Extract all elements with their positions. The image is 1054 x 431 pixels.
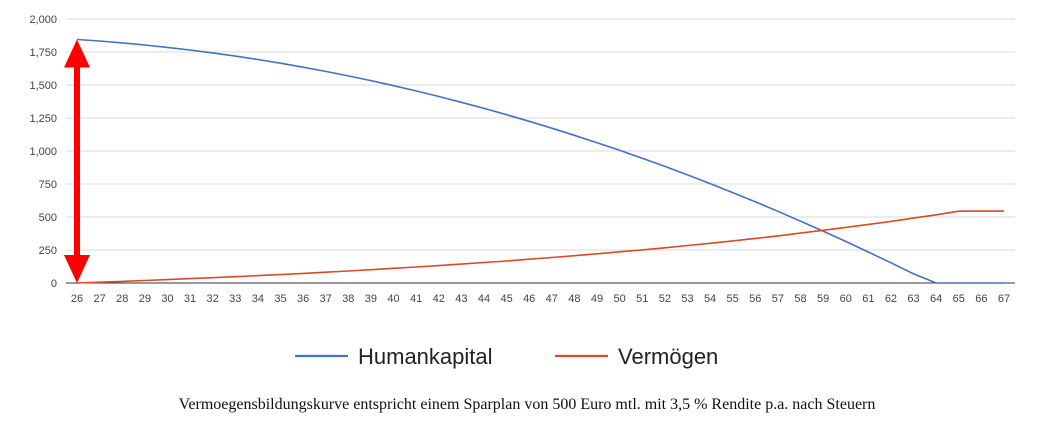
x-tick-label: 32 (207, 293, 219, 305)
x-tick-label: 26 (71, 293, 83, 305)
x-tick-label: 38 (342, 293, 354, 305)
x-tick-label: 58 (794, 293, 806, 305)
annotations (64, 39, 90, 283)
red-arrow-head-down (64, 255, 90, 283)
x-tick-label: 61 (862, 293, 874, 305)
legend-label: Humankapital (358, 344, 493, 369)
x-tick-label: 53 (681, 293, 693, 305)
y-tick-label: 750 (39, 179, 57, 191)
line-chart: 0 250 500 750 1,000 1,250 1,500 1,750 2,000 26 27… (29, 14, 1015, 369)
x-tick-label: 31 (184, 293, 196, 305)
x-tick-label: 65 (953, 293, 965, 305)
x-tick-label: 29 (139, 293, 151, 305)
x-tick-label: 57 (772, 293, 784, 305)
x-tick-label: 39 (365, 293, 377, 305)
y-tick-label: 1,750 (29, 47, 57, 59)
red-arrow-shaft (74, 65, 80, 258)
x-tick-label: 46 (523, 293, 535, 305)
x-tick-label: 30 (161, 293, 173, 305)
x-tick-label: 37 (320, 293, 332, 305)
x-tick-label: 64 (930, 293, 942, 305)
x-tick-label: 45 (500, 293, 512, 305)
chart-caption: Vermoegensbildungskurve entspricht einem… (178, 396, 876, 413)
x-tick-label: 48 (568, 293, 580, 305)
x-tick-label: 35 (274, 293, 286, 305)
x-tick-label: 36 (297, 293, 309, 305)
x-tick-label: 67 (998, 293, 1010, 305)
x-tick-label: 28 (116, 293, 128, 305)
x-axis-ticks: 26 27 28 29 30 31 32 33 34 35 36 37 38 39 40 41 42 43 44 45… (71, 293, 1010, 305)
x-tick-label: 63 (907, 293, 919, 305)
x-tick-label: 44 (478, 293, 490, 305)
y-tick-label: 250 (39, 245, 57, 257)
y-tick-label: 1,000 (29, 146, 57, 158)
x-tick-label: 41 (410, 293, 422, 305)
x-tick-label: 49 (591, 293, 603, 305)
x-tick-label: 62 (885, 293, 897, 305)
x-tick-label: 52 (659, 293, 671, 305)
x-tick-label: 51 (636, 293, 648, 305)
legend-label: Vermögen (618, 344, 718, 369)
x-tick-label: 42 (433, 293, 445, 305)
x-tick-label: 60 (840, 293, 852, 305)
x-tick-label: 55 (727, 293, 739, 305)
y-tick-label: 1,500 (29, 80, 57, 92)
series-line-verm-gen (76, 210, 1004, 284)
series-line-humankapital (76, 38, 1004, 284)
series-lines (76, 38, 1004, 284)
x-tick-label: 54 (704, 293, 716, 305)
x-tick-label: 40 (387, 293, 399, 305)
x-tick-label: 34 (252, 293, 264, 305)
y-tick-label: 1,250 (29, 113, 57, 125)
gridlines (66, 18, 1015, 284)
x-tick-label: 33 (229, 293, 241, 305)
x-tick-label: 47 (546, 293, 558, 305)
x-tick-label: 50 (614, 293, 626, 305)
x-tick-label: 43 (455, 293, 467, 305)
x-tick-label: 66 (975, 293, 987, 305)
y-tick-label: 0 (51, 278, 57, 290)
x-tick-label: 56 (749, 293, 761, 305)
x-tick-label: 59 (817, 293, 829, 305)
red-arrow-head-up (64, 39, 90, 68)
y-tick-label: 500 (39, 212, 57, 224)
y-axis-ticks: 0 250 500 750 1,000 1,250 1,500 1,750 2,000 (29, 14, 57, 290)
x-tick-label: 27 (93, 293, 105, 305)
legend: Humankapital Vermögen (295, 344, 718, 369)
y-tick-label: 2,000 (29, 14, 57, 26)
